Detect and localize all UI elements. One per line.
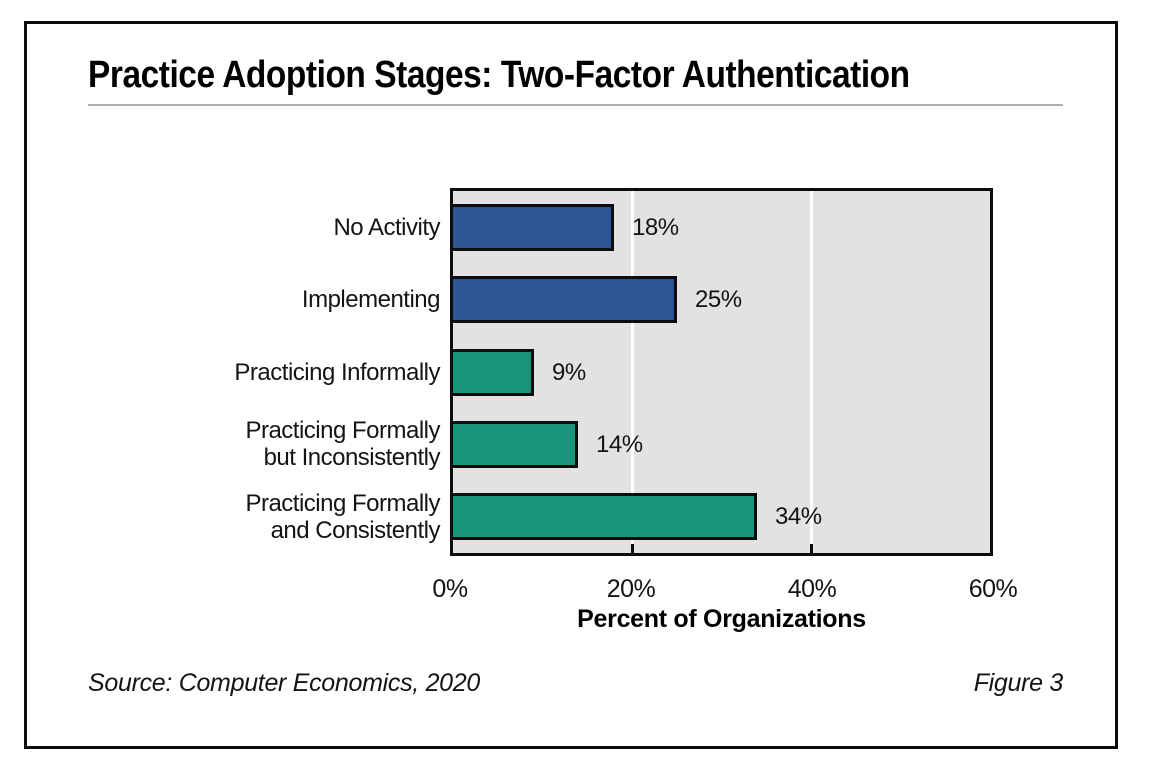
bar-value-label: 25%: [695, 285, 742, 313]
bar-value-label: 9%: [552, 358, 586, 386]
bar-practicing-formally-but-inconsistently: [453, 421, 578, 468]
category-axis: No Activity Implementing Practicing Inform…: [63, 191, 440, 553]
bar-value-label: 34%: [775, 502, 822, 530]
x-axis-title: Percent of Organizations: [577, 605, 866, 633]
title-rule: [88, 104, 1063, 106]
x-tick-label: 0%: [432, 575, 468, 603]
bar-value-label: 14%: [596, 430, 643, 458]
plot-area: 18% 25% 9% 14% 34%: [450, 188, 993, 556]
x-tick-label: 20%: [606, 575, 656, 603]
x-axis-ticks: 0% 20% 40% 60%: [432, 575, 1017, 605]
x-gridline-40: [810, 191, 813, 553]
bar-practicing-formally-and-consistently: [453, 493, 757, 540]
source-note: Source: Computer Economics, 2020: [88, 669, 480, 697]
bar-practicing-informally: [453, 349, 534, 396]
bar-no-activity: [453, 204, 614, 251]
bar-implementing: [453, 276, 677, 323]
category-label: Practicing Formally and Consistently: [245, 490, 440, 544]
category-label: No Activity: [333, 213, 440, 241]
figure-label: Figure 3: [973, 669, 1064, 697]
bar-value-label: 18%: [632, 213, 679, 241]
x-tickmark-20: [631, 544, 634, 553]
x-gridline-20: [631, 191, 634, 553]
x-tick-label: 40%: [787, 575, 837, 603]
figure-footer: Source: Computer Economics, 2020 Figure …: [88, 669, 1063, 698]
figure-frame: Practice Adoption Stages: Two-Factor Aut…: [24, 21, 1118, 749]
x-tick-label: 60%: [968, 575, 1018, 603]
chart-title: Practice Adoption Stages: Two-Factor Aut…: [88, 54, 910, 96]
x-tickmark-40: [810, 544, 813, 553]
category-label: Practicing Informally: [234, 358, 440, 386]
category-label: Implementing: [301, 285, 441, 313]
category-label: Practicing Formally but Inconsistently: [245, 417, 440, 471]
